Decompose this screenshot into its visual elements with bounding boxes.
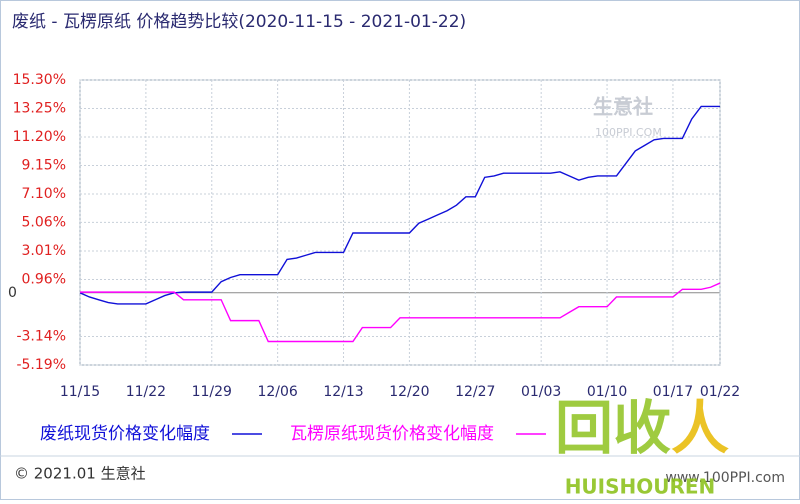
x-tick-label: 12/20: [389, 384, 429, 400]
footer-right: www.100PPI.com: [665, 470, 785, 486]
watermark-name: 生意社: [593, 95, 653, 119]
x-tick-label: 11/22: [126, 384, 166, 400]
x-tick-label: 01/10: [587, 384, 627, 400]
series-line: [79, 105, 720, 305]
y-tick-label: 7.10%: [22, 186, 66, 202]
y-tick-label: 15.30%: [13, 72, 66, 88]
x-tick-label: 12/06: [257, 384, 297, 400]
x-tick-label: 01/17: [653, 384, 693, 400]
y-tick-label: 0.96%: [22, 271, 66, 287]
y-tick-label: 0: [8, 285, 17, 301]
x-tick-label: 12/13: [323, 384, 363, 400]
chart-title: 废纸 - 瓦楞原纸 价格趋势比较(2020-11-15 - 2021-01-22…: [12, 12, 466, 32]
y-tick-label: 13.25%: [13, 101, 66, 117]
y-tick-label: -5.19%: [16, 357, 66, 373]
y-tick-label: -3.14%: [16, 328, 66, 344]
overlay-icon: 人: [671, 394, 729, 462]
legend-label: 瓦楞原纸现货价格变化幅度: [290, 424, 494, 444]
y-tick-label: 5.06%: [22, 214, 66, 230]
overlay-text: HUISHOUREN: [565, 475, 716, 499]
y-tick-label: 9.15%: [22, 158, 66, 174]
x-tick-label: 11/29: [192, 384, 232, 400]
x-tick-label: 01/03: [521, 384, 561, 400]
x-tick-label: 12/27: [455, 384, 495, 400]
watermark-site: 100PPI.COM: [595, 126, 662, 139]
x-tick-label: 01/22: [700, 384, 740, 400]
overlay-logo: 回收: [555, 394, 671, 462]
y-tick-label: 11.20%: [13, 129, 66, 145]
legend-label: 废纸现货价格变化幅度: [40, 424, 210, 444]
x-tick-label: 11/15: [60, 384, 100, 400]
footer-left: © 2021.01 生意社: [14, 465, 146, 483]
y-tick-label: 3.01%: [22, 243, 66, 259]
series-line: [80, 282, 721, 343]
